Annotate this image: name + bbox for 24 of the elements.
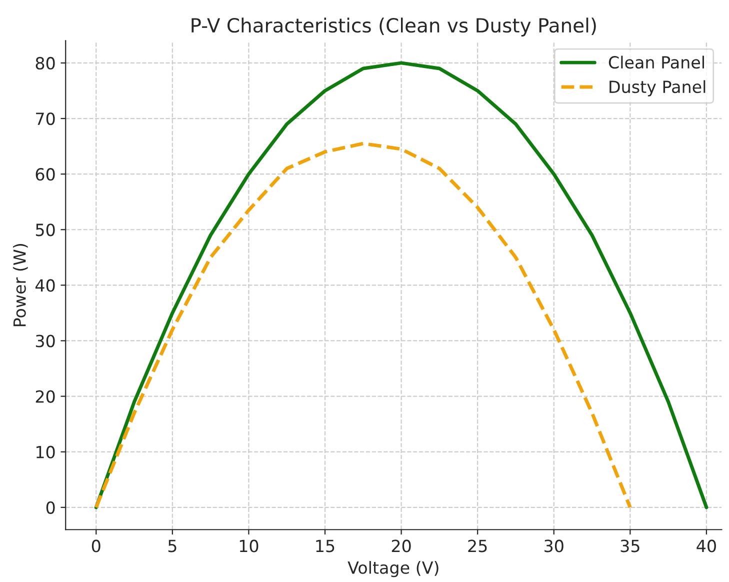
- legend-label: Dusty Panel: [610, 80, 706, 96]
- y-axis-title: Power (W): [13, 244, 28, 326]
- line-series: [94, 142, 632, 510]
- y-tick-label: 80: [36, 56, 55, 70]
- x-tick-label: 0: [92, 540, 100, 552]
- chart-title: P-V Characteristics (Clean vs Dusty Panel): [192, 18, 596, 36]
- x-tick-label: 20: [392, 540, 411, 552]
- x-tick-label: 10: [240, 540, 258, 552]
- x-tick-label: 35: [620, 540, 640, 552]
- x-tick-label: 30: [544, 540, 564, 552]
- y-tick-label: 30: [36, 334, 55, 348]
- y-tick-label: 60: [36, 168, 55, 181]
- x-tick-label: 25: [468, 540, 487, 552]
- x-tick-label: 15: [316, 540, 334, 552]
- x-axis-title: Voltage (V): [348, 561, 438, 578]
- y-tick-label: 20: [36, 390, 55, 403]
- x-tick-label: 40: [696, 540, 716, 552]
- x-tick-label: 5: [168, 540, 176, 552]
- y-tick-label: 40: [35, 279, 55, 292]
- y-tick-label: 70: [36, 112, 55, 126]
- legend-label: Clean Panel: [608, 56, 704, 69]
- y-tick-label: 50: [36, 224, 55, 236]
- y-tick-label: 0: [46, 501, 55, 514]
- y-tick-label: 10: [36, 446, 55, 458]
